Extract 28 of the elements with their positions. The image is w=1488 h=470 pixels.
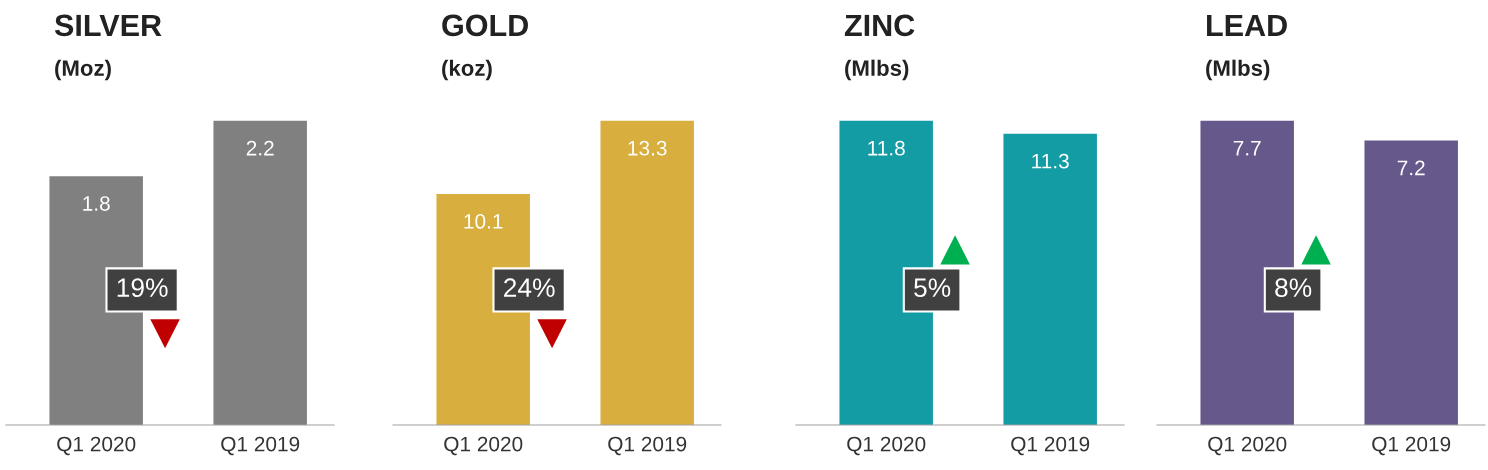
chart-subtitle: (Moz) [55, 59, 111, 81]
x-tick-label: Q1 2019 [608, 436, 687, 456]
x-tick-label: Q1 2020 [57, 436, 136, 456]
annotation: 5% [914, 278, 951, 298]
chart-title: LEAD [1207, 14, 1287, 36]
data-label: 13.3 [628, 140, 667, 156]
x-tick-label: Q1 2020 [847, 436, 926, 456]
chart-title: SILVER [54, 14, 162, 37]
x-tick-label: Q1 2020 [444, 436, 523, 456]
chart-title: ZINC [844, 14, 915, 37]
data-label: 10.1 [464, 214, 503, 229]
chart-title: GOLD [442, 14, 528, 37]
annotation: 19% [117, 278, 168, 298]
x-tick-label: Q1 2020 [1208, 436, 1287, 456]
chart-subtitle: (Mlbs) [1206, 59, 1270, 81]
data-label: 11.8 [868, 140, 905, 156]
x-tick-label: Q1 2019 [1372, 436, 1451, 456]
data-label: 7.2 [1397, 160, 1425, 176]
x-tick-label: Q1 2019 [1011, 436, 1090, 456]
chart-subtitle: (Mlbs) [845, 59, 909, 81]
annotation: 24% [504, 278, 555, 297]
data-label: 2.2 [246, 140, 274, 156]
data-label: 7.7 [1233, 141, 1261, 156]
data-label: 1.8 [83, 196, 110, 211]
annotation: 8% [1275, 278, 1312, 298]
x-tick-label: Q1 2019 [221, 436, 300, 456]
chart-subtitle: (koz) [442, 59, 492, 81]
data-label: 11.3 [1032, 153, 1069, 169]
